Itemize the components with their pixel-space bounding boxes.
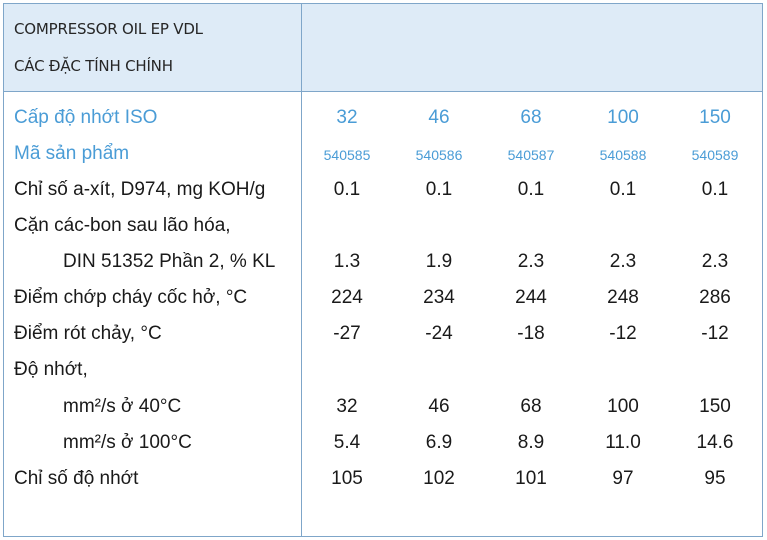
flash-point-value: 234	[423, 287, 455, 308]
row-label-product-code: Mã sản phẩm	[14, 143, 130, 164]
section-title: CÁC ĐẶC TÍNH CHÍNH	[14, 57, 173, 75]
product-code-value: 540587	[507, 147, 555, 163]
product-code-value: 540589	[691, 147, 739, 163]
row-label-carbon-residue: Cặn các-bon sau lão hóa,	[14, 215, 231, 236]
spec-table: COMPRESSOR OIL EP VDL CÁC ĐẶC TÍNH CHÍNH…	[3, 3, 763, 537]
row-label-flash-point: Điểm chớp cháy cốc hở, °C	[14, 287, 248, 308]
pour-point-value: -24	[425, 323, 453, 344]
acid-number-value: 0.1	[333, 179, 361, 200]
viscosity-100c-value: 11.0	[605, 432, 641, 453]
pour-point-value: -18	[517, 323, 545, 344]
carbon-residue-value: 1.3	[333, 251, 361, 272]
carbon-residue-value: 1.9	[425, 251, 453, 272]
iso-grade-value: 100	[607, 107, 639, 128]
viscosity-40c-value: 100	[607, 396, 639, 417]
acid-number-value: 0.1	[609, 179, 637, 200]
pour-point-value: -27	[333, 323, 361, 344]
carbon-residue-value: 2.3	[517, 251, 545, 272]
viscosity-100c-value: 6.9	[425, 432, 453, 453]
viscosity-40c-value: 32	[336, 396, 358, 417]
iso-grade-value: 32	[336, 107, 358, 128]
row-label-iso-grade: Cấp độ nhớt ISO	[14, 107, 158, 128]
flash-point-value: 286	[699, 287, 731, 308]
viscosity-100c-value: 14.6	[696, 432, 734, 453]
flash-point-value: 248	[607, 287, 639, 308]
viscosity-40c-value: 68	[520, 396, 542, 417]
carbon-residue-value: 2.3	[701, 251, 729, 272]
iso-grade-value: 150	[699, 107, 731, 128]
pour-point-value: -12	[609, 323, 637, 344]
product-code-value: 540585	[323, 147, 371, 163]
viscosity-index-value: 102	[423, 468, 455, 489]
viscosity-index-value: 105	[331, 468, 363, 489]
iso-grade-value: 68	[520, 107, 542, 128]
product-code-value: 540586	[415, 147, 463, 163]
acid-number-value: 0.1	[701, 179, 729, 200]
row-label-viscosity: Độ nhớt,	[14, 359, 88, 380]
viscosity-index-value: 95	[704, 468, 726, 489]
acid-number-value: 0.1	[517, 179, 545, 200]
viscosity-40c-value: 46	[428, 396, 450, 417]
product-name: COMPRESSOR OIL EP VDL	[14, 20, 203, 38]
pour-point-value: -12	[701, 323, 729, 344]
product-code-value: 540588	[599, 147, 647, 163]
row-label-din-51352: DIN 51352 Phần 2, % KL	[63, 251, 276, 272]
viscosity-100c-value: 5.4	[333, 432, 361, 453]
row-label-viscosity-40c: mm²/s ở 40°C	[63, 396, 182, 417]
row-label-acid-number: Chỉ số a-xít, D974, mg KOH/g	[14, 179, 266, 200]
flash-point-value: 244	[515, 287, 547, 308]
row-label-pour-point: Điểm rót chảy, °C	[14, 323, 162, 344]
flash-point-value: 224	[331, 287, 363, 308]
viscosity-40c-value: 150	[699, 396, 731, 417]
carbon-residue-value: 2.3	[609, 251, 637, 272]
viscosity-100c-value: 8.9	[517, 432, 545, 453]
viscosity-index-value: 101	[515, 468, 547, 489]
iso-grade-value: 46	[428, 107, 450, 128]
row-label-viscosity-100c: mm²/s ở 100°C	[63, 432, 192, 453]
acid-number-value: 0.1	[425, 179, 453, 200]
column-divider	[301, 4, 302, 536]
table-header: COMPRESSOR OIL EP VDL CÁC ĐẶC TÍNH CHÍNH	[4, 4, 762, 92]
viscosity-index-value: 97	[612, 468, 634, 489]
row-label-viscosity-index: Chỉ số độ nhớt	[14, 468, 139, 489]
